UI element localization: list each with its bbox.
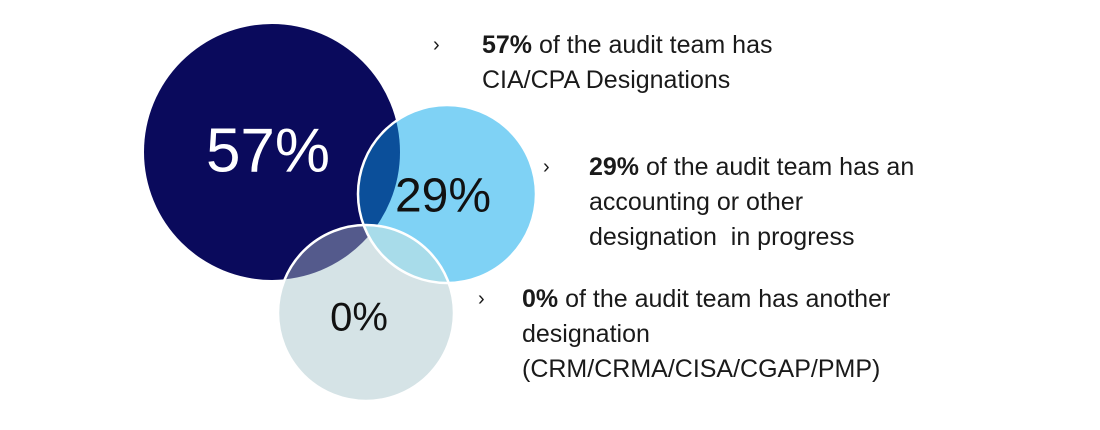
bullet-0-text: 0% of the audit team has another designa… [522,282,890,387]
bullet-0-line3: (CRM/CRMA/CISA/CGAP/PMP) [522,355,881,383]
chevron-right-icon: › [478,288,485,310]
bullet-0-line1: 0% of the audit team has another [522,282,890,317]
chevron-right-icon: › [433,34,440,56]
bullet-29: › 29% of the audit team has an accountin… [543,150,963,258]
bullet-57-line1: 57% of the audit team has [482,28,772,63]
overlap-57-0 [278,225,400,280]
circle-57 [144,24,400,280]
bullet-57-text: 57% of the audit team has CIA/CPA Design… [482,28,772,98]
bullet-0-percent: 0% [522,285,559,313]
bullet-0: › 0% of the audit team has another desig… [478,282,948,390]
circle-57-label: 57% [206,116,330,185]
bullet-0-line2: designation [522,320,650,348]
circle-29-outline [356,103,538,285]
circle-0-label: 0% [330,296,388,340]
bullet-29-line1: 29% of the audit team has an [589,150,914,185]
bullet-29-line3: designation in progress [589,223,855,251]
bullet-29-text: 29% of the audit team has an accounting … [589,150,914,255]
circle-29-label: 29% [395,170,491,223]
bullet-29-percent: 29% [589,153,640,181]
overlap-29-0 [358,225,454,283]
bullet-0-line1-rest: of the audit team has another [558,285,891,313]
bullet-29-line2: accounting or other [589,188,804,216]
circle-0-outline [276,223,456,403]
bullet-57-line2: CIA/CPA Designations [482,66,731,94]
bullet-29-line1-rest: of the audit team has an [639,153,915,181]
bullet-57-line1-rest: of the audit team has [532,31,773,59]
bullet-57: › 57% of the audit team has CIA/CPA Desi… [433,28,833,100]
bullet-57-percent: 57% [482,31,533,59]
chevron-right-icon: › [543,156,550,178]
